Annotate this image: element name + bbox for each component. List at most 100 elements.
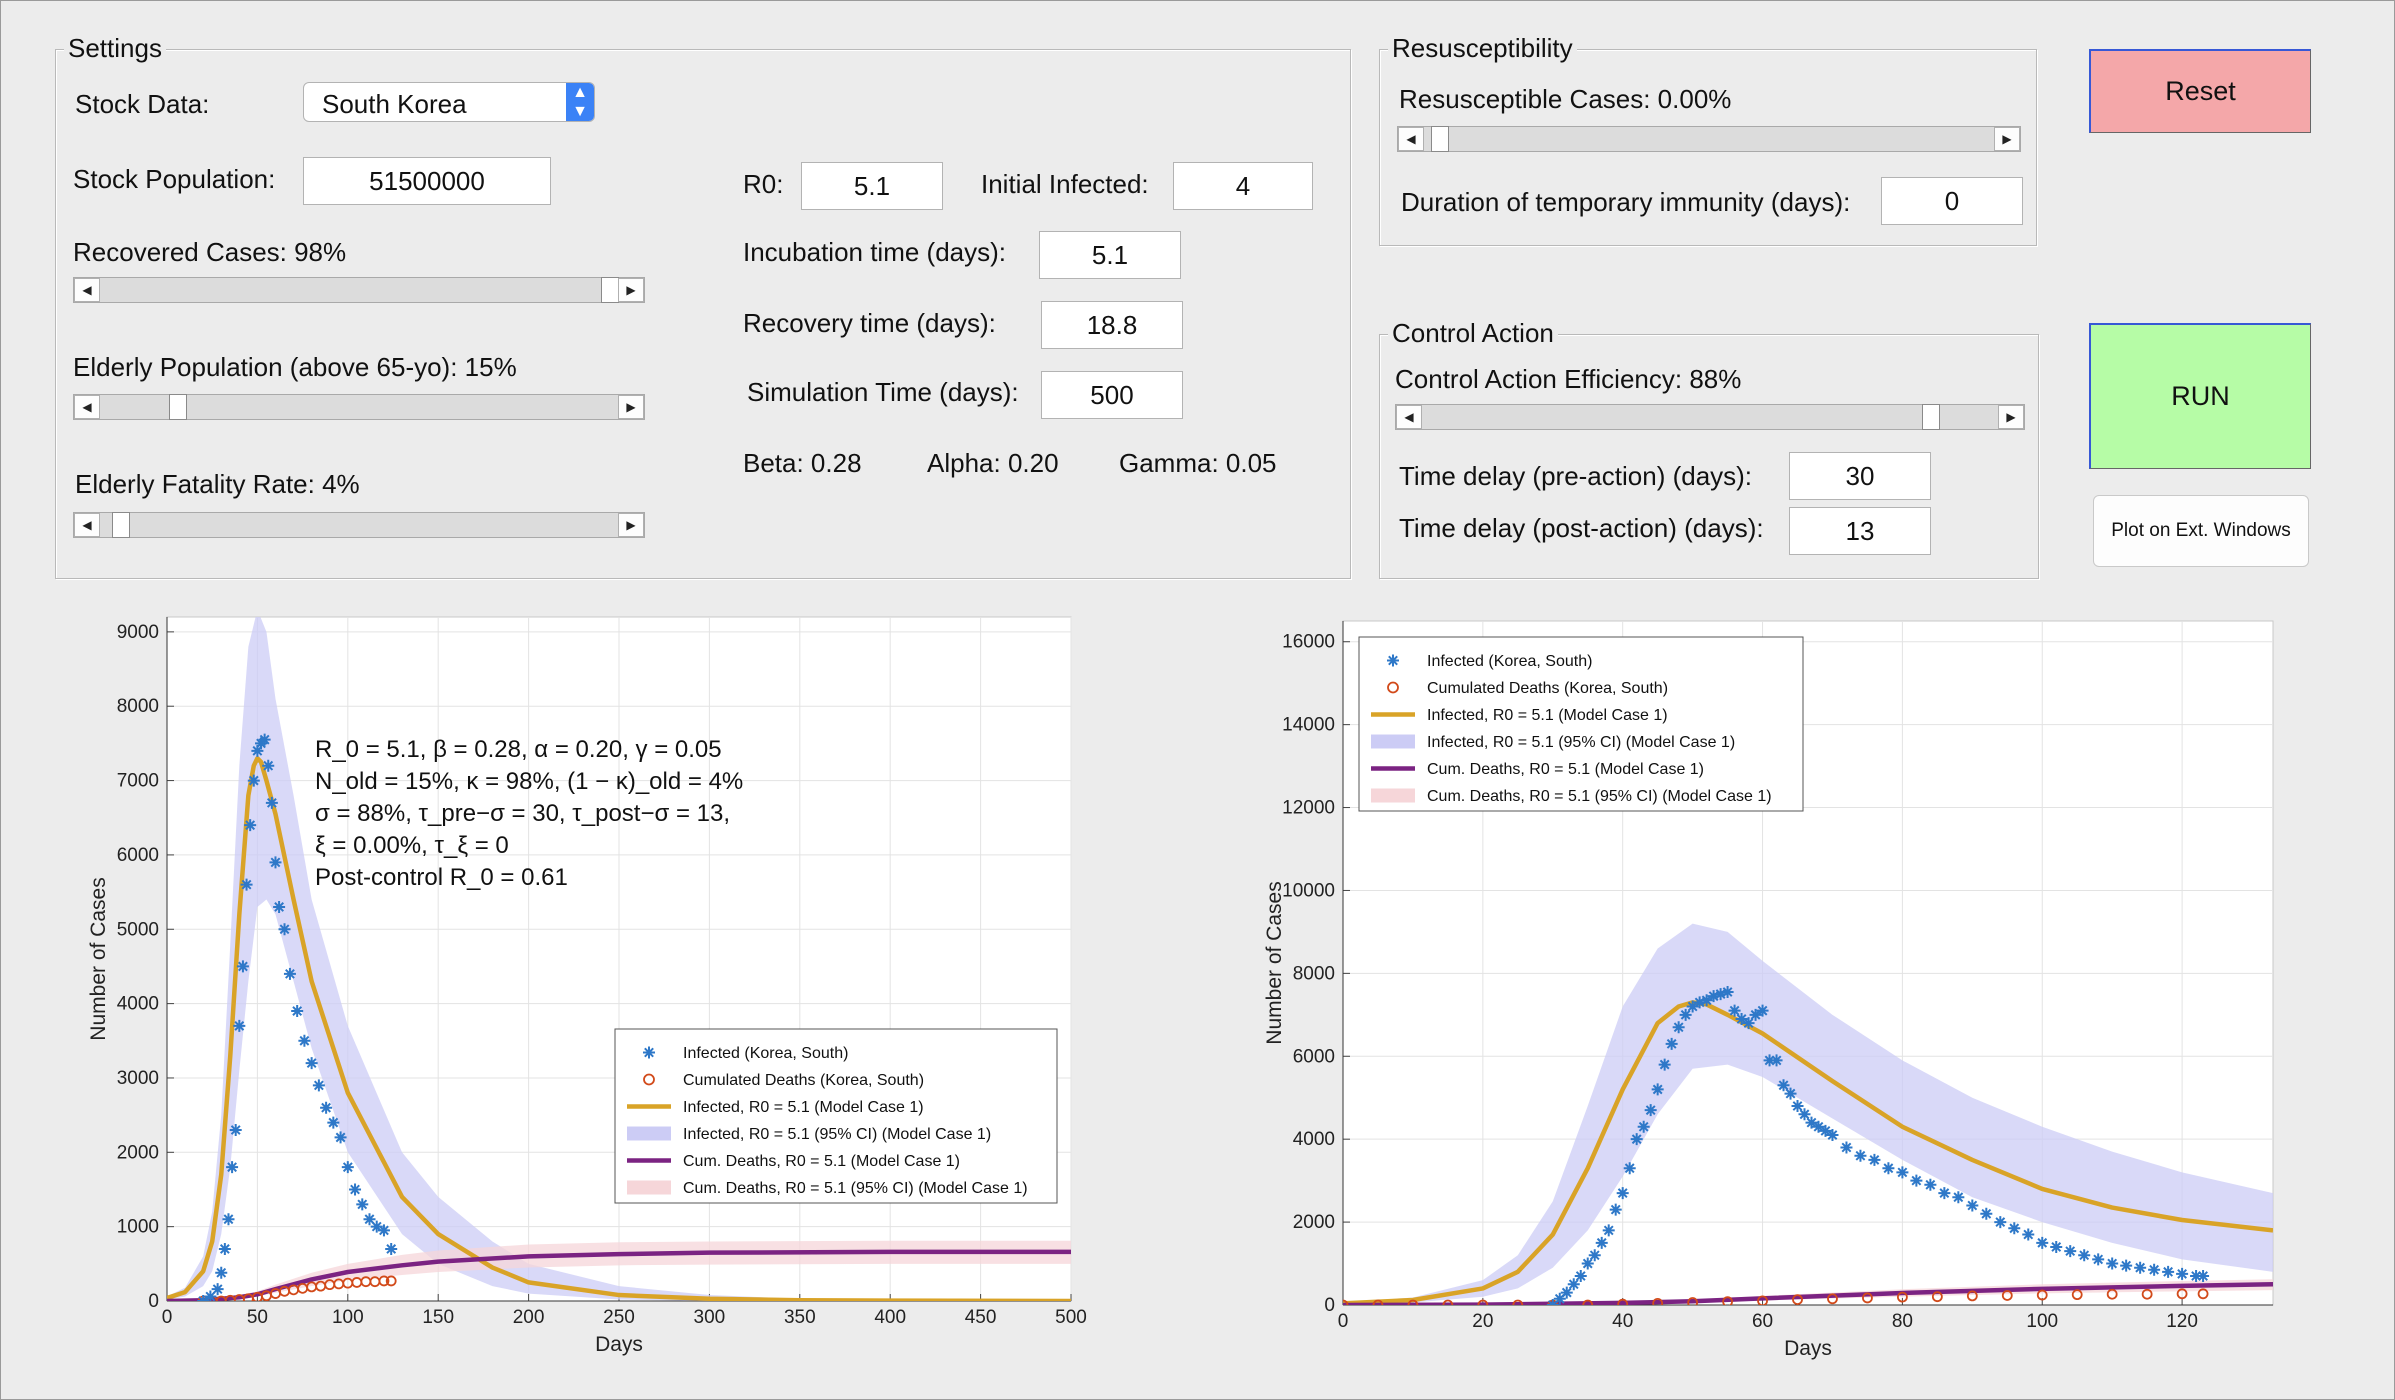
infected-data-point [2064, 1245, 2077, 1258]
slider-right-arrow-icon[interactable]: ▶ [618, 278, 644, 302]
deaths-data-point [1792, 1294, 1803, 1305]
plot-ext-windows-button[interactable]: Plot on Ext. Windows [2093, 495, 2309, 567]
legend-box [1358, 636, 1804, 812]
infected-data-point [305, 1057, 318, 1070]
y-tick-label: 9000 [117, 622, 159, 643]
x-tick-label: 250 [603, 1307, 635, 1328]
control-action-title: Control Action [1388, 318, 1558, 349]
infected-data-point [215, 1266, 228, 1279]
infected-data-point [1658, 1058, 1671, 1071]
resusceptible-cases-slider[interactable]: ◀ ▶ [1397, 126, 2021, 152]
control-efficiency-slider[interactable]: ◀ ▶ [1395, 404, 2025, 430]
slider-right-arrow-icon[interactable]: ▶ [1994, 127, 2020, 151]
elderly-population-slider[interactable]: ◀ ▶ [73, 394, 645, 420]
deaths-data-point [1687, 1297, 1699, 1305]
immunity-duration-label: Duration of temporary immunity (days): [1401, 187, 1851, 217]
infected-data-point [283, 967, 296, 980]
infected-data-point [1616, 1187, 1629, 1200]
stock-population-field[interactable] [303, 157, 551, 205]
reset-button[interactable]: Reset [2089, 49, 2311, 133]
immunity-duration-field[interactable] [1881, 177, 2023, 225]
slider-thumb[interactable] [1431, 126, 1449, 152]
deaths-data-point [2001, 1290, 2013, 1301]
infected-data-point [247, 774, 260, 787]
legend-entry: Cum. Deaths, R0 = 5.1 (Model Case 1) [1427, 761, 1704, 778]
slider-right-arrow-icon[interactable]: ▶ [1998, 405, 2024, 429]
elderly-fatality-slider[interactable]: ◀ ▶ [73, 512, 645, 538]
deaths-data-point [1372, 1299, 1384, 1305]
run-button[interactable]: RUN [2089, 323, 2311, 469]
chart-legend: Infected (Korea, South) Cumulated Deaths … [614, 1028, 1058, 1204]
deaths-ci-band [1343, 1279, 2273, 1305]
infected-data-point [1882, 1162, 1895, 1175]
stock-data-label: Stock Data: [75, 89, 210, 119]
r0-label: R0: [743, 169, 784, 199]
infected-data-point [1707, 990, 1720, 1003]
elderly-population-label: Elderly Population (above 65-yo): 15% [73, 352, 517, 382]
simulation-time-field[interactable] [1041, 371, 1183, 419]
resusceptibility-panel: Resusceptibility [1379, 33, 2037, 246]
slider-thumb[interactable] [600, 277, 619, 303]
slider-left-arrow-icon[interactable]: ◀ [74, 278, 100, 302]
infected-data-point [2197, 1269, 2210, 1282]
slider-left-arrow-icon[interactable]: ◀ [74, 395, 100, 419]
slider-left-arrow-icon[interactable]: ◀ [1398, 127, 1424, 151]
slider-right-arrow-icon[interactable]: ▶ [618, 395, 644, 419]
deaths-data-point [1512, 1299, 1524, 1305]
slider-thumb[interactable] [1921, 404, 1940, 430]
infected-data-point [349, 1183, 362, 1196]
infected-data-point [1567, 1278, 1580, 1291]
slider-left-arrow-icon[interactable]: ◀ [74, 513, 100, 537]
y-axis: 0 1000 2000 3000 4000 5000 6000 7000 8000 9000 [117, 622, 1071, 1312]
infected-data-point [320, 1101, 333, 1114]
slider-left-arrow-icon[interactable]: ◀ [1396, 405, 1422, 429]
recovered-cases-slider[interactable]: ◀ ▶ [73, 277, 645, 303]
x-tick-label: 20 [1472, 1311, 1493, 1332]
y-tick-label: 2000 [117, 1142, 159, 1163]
slider-right-arrow-icon[interactable]: ▶ [618, 513, 644, 537]
slider-thumb[interactable] [111, 512, 130, 538]
r0-field[interactable] [801, 162, 943, 210]
infected-data-point [222, 1213, 235, 1226]
x-tick-label: 0 [162, 1307, 173, 1328]
infected-data-point [258, 733, 271, 746]
infected-data-point [2190, 1269, 2203, 1282]
infected-data-point [370, 1220, 383, 1233]
incubation-time-field[interactable] [1039, 231, 1181, 279]
stock-data-dropdown[interactable]: South Korea ▲ ▼ [303, 82, 595, 122]
initial-infected-field[interactable] [1173, 162, 1313, 210]
infected-data-point [211, 1283, 224, 1296]
x-tick-label: 450 [965, 1307, 997, 1328]
infected-data-point [1560, 1286, 1573, 1299]
post-action-delay-field[interactable] [1789, 507, 1931, 555]
dropdown-arrows-icon[interactable]: ▲ ▼ [566, 83, 594, 121]
legend-box [614, 1028, 1058, 1204]
infected-data-point [240, 878, 253, 891]
recovery-time-field[interactable] [1041, 301, 1183, 349]
x-tick-label: 400 [874, 1307, 906, 1328]
infected-data-point [1749, 1008, 1762, 1021]
deaths-data-point [1896, 1291, 1908, 1303]
legend-entry: Cumulated Deaths (Korea, South) [683, 1072, 924, 1089]
infected-data-point [1896, 1166, 1909, 1179]
infected-data-point [1693, 996, 1706, 1009]
beta-readout: Beta: 0.28 [743, 448, 862, 478]
post-action-delay-label: Time delay (post-action) (days): [1399, 513, 1764, 543]
pre-action-delay-field[interactable] [1789, 452, 1931, 500]
plot-series [167, 617, 1071, 1301]
infected-data-point [291, 1005, 304, 1018]
infected-data-point [1735, 1012, 1748, 1025]
recovered-cases-label: Recovered Cases: 98% [73, 237, 347, 267]
deaths-data-point [1827, 1293, 1838, 1305]
control-action-panel: Control Action [1379, 318, 2039, 579]
infected-data-point [1574, 1269, 1587, 1282]
infected-data-point [341, 1161, 354, 1174]
plot-series [1343, 923, 2273, 1305]
infected-data-point [2120, 1259, 2133, 1272]
slider-thumb[interactable] [169, 394, 187, 420]
infected-data-point [1910, 1174, 1923, 1187]
y-tick-label: 12000 [1282, 798, 1335, 819]
deaths-data-point [2176, 1288, 2188, 1300]
legend-entry: Infected, R0 = 5.1 (Model Case 1) [683, 1099, 924, 1116]
infected-data-point [262, 759, 275, 772]
